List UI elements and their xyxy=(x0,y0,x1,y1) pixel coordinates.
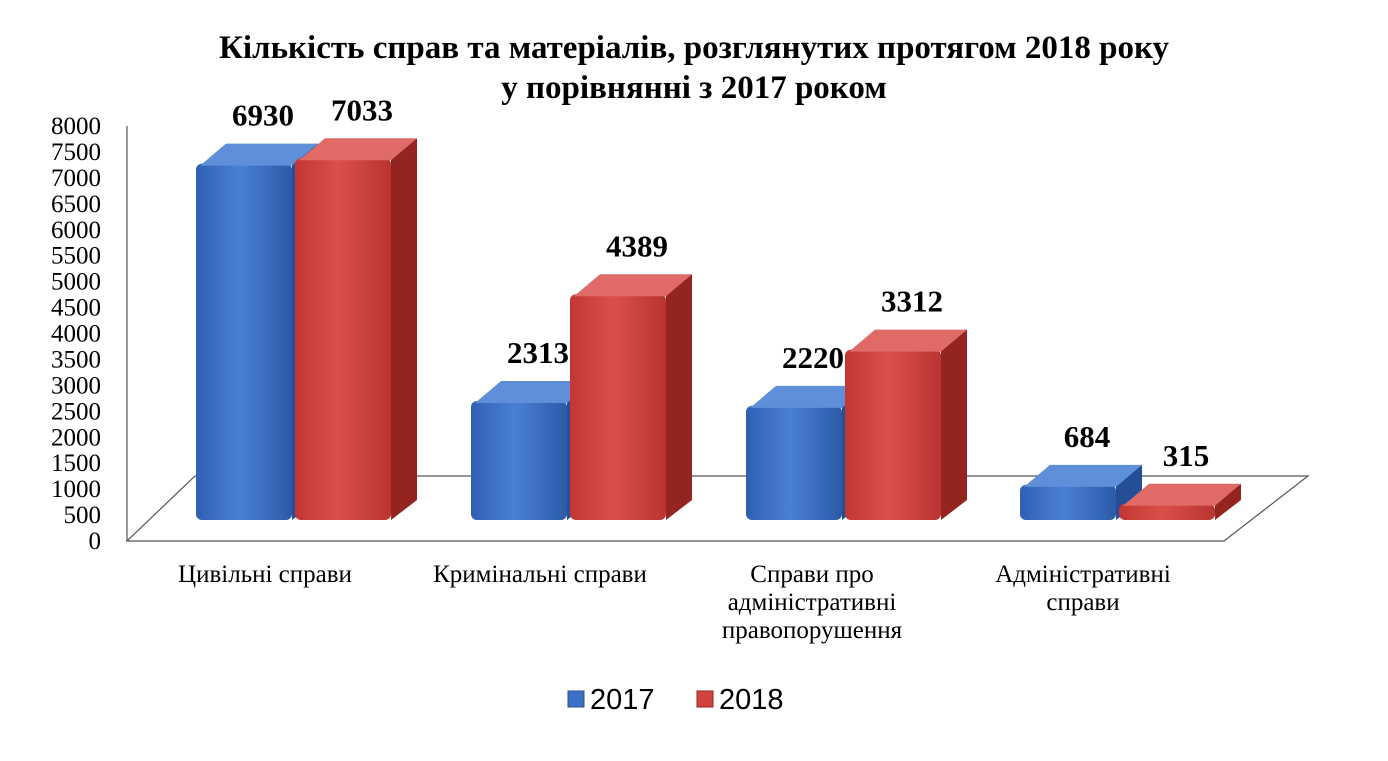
chart-title-line-2: у порівнянні з 2017 роком xyxy=(501,70,886,106)
y-tick-label: 8000 xyxy=(51,113,101,140)
bar-top xyxy=(200,143,318,166)
plot-floor xyxy=(125,126,1310,542)
bar-front xyxy=(196,163,292,520)
y-axis-ticks: 0500100015002000250030003500400045005000… xyxy=(51,113,101,555)
bar xyxy=(1119,483,1241,520)
data-label: 3312 xyxy=(881,284,943,319)
bar-front xyxy=(1119,503,1215,520)
data-label: 2313 xyxy=(507,335,569,370)
bar-front xyxy=(570,294,666,520)
data-label: 7033 xyxy=(331,92,393,127)
data-labels: 6930 7033 2313 4389 2220 3312 684 315 xyxy=(232,92,1209,472)
category-label: справи xyxy=(1046,589,1119,616)
y-tick-label: 7500 xyxy=(51,139,101,166)
bar-top xyxy=(1123,483,1241,506)
bar-top xyxy=(574,274,692,297)
bar-front xyxy=(471,401,567,520)
bar-top xyxy=(1024,464,1142,487)
y-tick-label: 3000 xyxy=(51,372,101,399)
legend-item: 2017 xyxy=(567,684,655,716)
y-tick-label: 5000 xyxy=(51,269,101,296)
data-label: 684 xyxy=(1064,419,1111,454)
y-tick-label: 5500 xyxy=(51,243,101,270)
data-label: 2220 xyxy=(782,340,844,375)
chart-title: Кількість справ та матеріалів, розглянут… xyxy=(219,30,1170,106)
legend-item: 2018 xyxy=(696,684,784,716)
y-tick-label: 3500 xyxy=(51,346,101,373)
category-label: правопорушення xyxy=(722,617,903,644)
category-label: адміністративні xyxy=(728,589,897,616)
category-label: Кримінальні справи xyxy=(433,561,647,588)
legend-label: 2018 xyxy=(719,684,784,716)
bar-front xyxy=(295,158,391,520)
y-tick-label: 500 xyxy=(64,502,102,529)
y-tick-label: 2500 xyxy=(51,398,101,425)
bar-top xyxy=(849,329,967,352)
y-tick-label: 1000 xyxy=(51,476,101,503)
bar-front xyxy=(1020,484,1116,520)
bar xyxy=(295,138,417,520)
legend-swatch xyxy=(696,690,714,708)
category-label: Цивільні справи xyxy=(178,561,352,588)
bar-top xyxy=(299,138,417,161)
category-label: Адміністративні xyxy=(995,561,1171,588)
y-tick-label: 1500 xyxy=(51,450,101,477)
floor-plane xyxy=(125,475,1310,542)
bar-side xyxy=(1215,483,1241,520)
bar-top xyxy=(475,381,593,404)
legend: 2017 2018 xyxy=(567,684,784,716)
legend-swatch xyxy=(567,690,585,708)
bar-side xyxy=(391,138,417,520)
category-label: Справи про xyxy=(750,561,873,588)
legend-label: 2017 xyxy=(590,684,655,716)
bar-side xyxy=(941,329,967,520)
y-tick-label: 4500 xyxy=(51,295,101,322)
y-tick-label: 2000 xyxy=(51,424,101,451)
bar xyxy=(570,274,692,520)
y-tick-label: 6500 xyxy=(51,191,101,218)
bar-top xyxy=(750,385,868,408)
bar-side xyxy=(666,274,692,520)
y-tick-label: 4000 xyxy=(51,321,101,348)
data-label: 6930 xyxy=(232,98,294,133)
bar-series xyxy=(196,138,1241,520)
y-tick-label: 7000 xyxy=(51,165,101,192)
data-label: 4389 xyxy=(606,228,668,263)
bar xyxy=(845,329,967,520)
chart-title-line-1: Кількість справ та матеріалів, розглянут… xyxy=(219,30,1170,66)
category-labels: Цивільні справи Кримінальні справи Справи … xyxy=(178,561,1171,644)
data-label: 315 xyxy=(1163,438,1210,473)
bar-front xyxy=(845,349,941,520)
y-tick-label: 6000 xyxy=(51,217,101,244)
y-tick-label: 0 xyxy=(89,528,102,555)
bar-front xyxy=(746,405,842,520)
